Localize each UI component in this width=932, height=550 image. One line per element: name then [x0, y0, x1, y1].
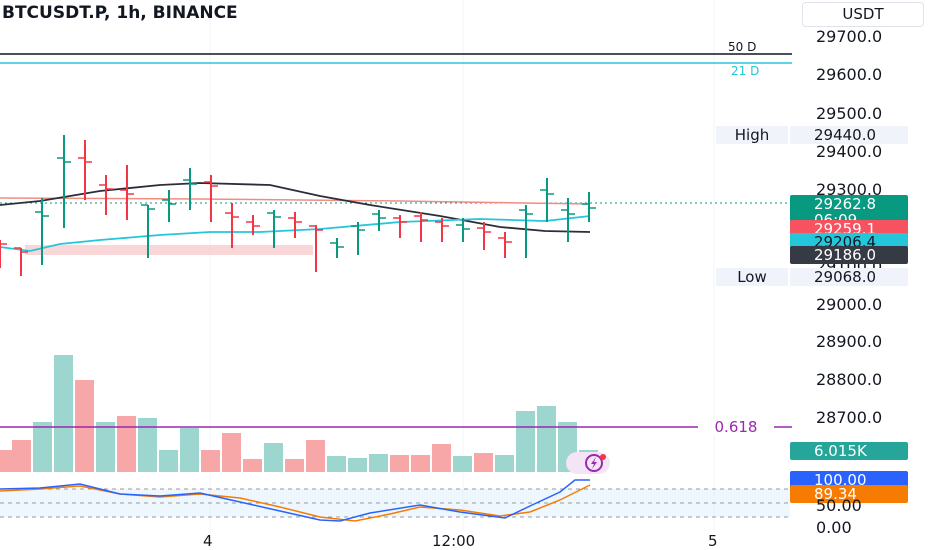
- volume-bar: [327, 456, 346, 472]
- price-tick: 28700.0: [816, 408, 883, 427]
- volume-bar: [453, 456, 472, 472]
- volume-bar: [369, 454, 388, 472]
- price-tick: 29000.0: [816, 295, 883, 314]
- volume-bar: [432, 444, 451, 472]
- volume-bar: [348, 458, 367, 472]
- time-label: 12:00: [432, 532, 476, 550]
- volume-bar: [537, 406, 556, 472]
- symbol-title[interactable]: BTCUSDT.P, 1h, BINANCE: [2, 3, 238, 23]
- last-price-value: 29262.8: [814, 195, 877, 213]
- price-tick: 29300.0: [816, 180, 883, 199]
- volume-bar: [411, 455, 430, 472]
- volume-bar: [201, 450, 220, 472]
- low-value: 29068.0: [790, 268, 908, 286]
- price-tag-dark: 29186.0: [790, 246, 908, 264]
- ma21-label: 21 D: [731, 64, 760, 78]
- volume-bar: [75, 380, 94, 472]
- ma-cyan-line: [0, 215, 591, 252]
- stoch-tick: 50.00: [816, 496, 862, 515]
- high-label: High: [716, 126, 788, 144]
- price-tick: 28800.0: [816, 370, 883, 389]
- stoch-d-tag: 89.34: [790, 485, 908, 503]
- price-tick: 29400.0: [816, 142, 883, 161]
- volume-bar: [306, 440, 325, 472]
- volume-bar: [285, 459, 304, 472]
- currency-selector[interactable]: USDT: [802, 2, 924, 27]
- highlight-zone: [25, 245, 313, 255]
- stoch-k-line: [0, 479, 590, 522]
- lightning-icon[interactable]: [566, 452, 610, 474]
- ma-red-line: [0, 197, 591, 205]
- volume-bar: [516, 411, 535, 472]
- volume-bar: [54, 355, 73, 472]
- stoch-k-tag: 100.00: [790, 471, 908, 489]
- time-label: 4: [203, 532, 213, 550]
- ma-black-line: [0, 182, 591, 233]
- volume-bar: [474, 453, 493, 472]
- volume-bar: [33, 422, 52, 472]
- price-tick: 29600.0: [816, 65, 883, 84]
- volume-bar: [243, 459, 262, 472]
- stoch-tick: 0.00: [816, 518, 852, 537]
- price-tick: 29700.0: [816, 27, 883, 46]
- time-label: 5: [708, 532, 718, 550]
- volume-bar: [495, 455, 514, 472]
- volume-bar: [159, 450, 178, 472]
- chart-grid: [209, 0, 715, 532]
- volume-bar: [180, 428, 199, 472]
- volume-bars: [0, 355, 598, 472]
- price-tick: 29500.0: [816, 104, 883, 123]
- volume-bar: [12, 440, 31, 472]
- volume-bar: [117, 416, 136, 472]
- volume-bar: [222, 433, 241, 472]
- volume-bar: [390, 455, 409, 472]
- low-label: Low: [716, 268, 788, 286]
- volume-bar: [138, 418, 157, 472]
- volume-bar: [264, 443, 283, 472]
- high-value: 29440.0: [790, 126, 908, 144]
- volume-last-tag: 6.015K: [790, 442, 908, 460]
- ma50-label: 50 D: [728, 40, 757, 54]
- stoch-panel: [0, 479, 790, 522]
- fib-label: 0.618: [698, 418, 774, 436]
- price-tick: 28900.0: [816, 332, 883, 351]
- candles: [0, 135, 596, 276]
- volume-bar: [96, 422, 115, 472]
